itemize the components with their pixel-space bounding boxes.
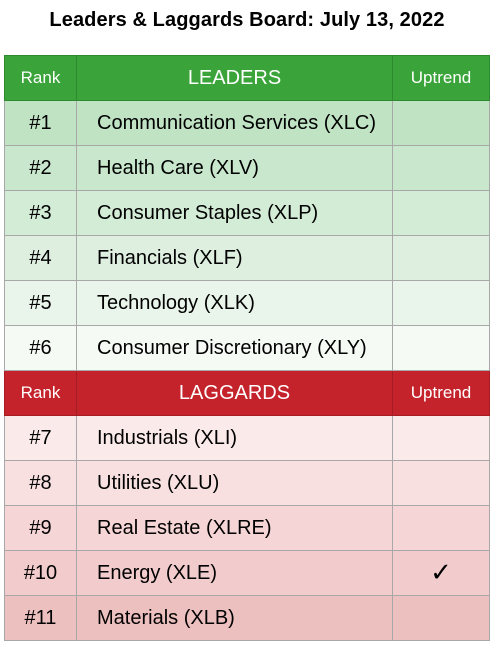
sector-cell: Financials (XLF) (76, 235, 393, 281)
sector-cell: Utilities (XLU) (76, 460, 393, 506)
uptrend-cell (392, 145, 490, 191)
board-title: Leaders & Laggards Board: July 13, 2022 (49, 9, 445, 31)
rank-cell: #11 (4, 595, 77, 641)
rank-cell: #3 (4, 190, 77, 236)
sector-cell: Communication Services (XLC) (76, 100, 393, 146)
sector-cell: Real Estate (XLRE) (76, 505, 393, 551)
table-row: #4 Financials (XLF) (4, 235, 490, 281)
uptrend-cell (392, 415, 490, 461)
table-row: #1 Communication Services (XLC) (4, 100, 490, 146)
table-row: #7 Industrials (XLI) (4, 415, 490, 461)
sector-cell: Consumer Staples (XLP) (76, 190, 393, 236)
uptrend-cell (392, 505, 490, 551)
sector-cell: Health Care (XLV) (76, 145, 393, 191)
sector-cell: Industrials (XLI) (76, 415, 393, 461)
rank-cell: #8 (4, 460, 77, 506)
table-row: #11 Materials (XLB) (4, 595, 490, 641)
table-row: #2 Health Care (XLV) (4, 145, 490, 191)
rank-cell: #4 (4, 235, 77, 281)
rank-cell: #2 (4, 145, 77, 191)
sector-cell: Consumer Discretionary (XLY) (76, 325, 393, 371)
rank-header: Rank (4, 370, 77, 416)
table-row: #8 Utilities (XLU) (4, 460, 490, 506)
rank-cell: #1 (4, 100, 77, 146)
sector-cell: Materials (XLB) (76, 595, 393, 641)
rank-cell: #6 (4, 325, 77, 371)
uptrend-cell (392, 190, 490, 236)
rank-cell: #7 (4, 415, 77, 461)
laggards-header-row: Rank LAGGARDS Uptrend (4, 370, 490, 416)
uptrend-cell (392, 595, 490, 641)
check-icon: ✓ (430, 556, 452, 587)
rank-header: Rank (4, 55, 77, 101)
table-row: #6 Consumer Discretionary (XLY) (4, 325, 490, 371)
rank-cell: #10 (4, 550, 77, 596)
laggards-header: LAGGARDS (76, 370, 393, 416)
uptrend-cell (392, 100, 490, 146)
sector-cell: Energy (XLE) (76, 550, 393, 596)
leaders-header: LEADERS (76, 55, 393, 101)
leaders-header-row: Rank LEADERS Uptrend (4, 55, 490, 101)
uptrend-cell (392, 235, 490, 281)
leaders-laggards-table: Rank LEADERS Uptrend #1 Communication Se… (4, 55, 490, 641)
uptrend-header: Uptrend (392, 55, 490, 101)
table-row: #5 Technology (XLK) (4, 280, 490, 326)
uptrend-cell (392, 325, 490, 371)
rank-cell: #5 (4, 280, 77, 326)
sector-cell: Technology (XLK) (76, 280, 393, 326)
uptrend-cell (392, 460, 490, 506)
uptrend-cell (392, 280, 490, 326)
table-row: #9 Real Estate (XLRE) (4, 505, 490, 551)
table-row: #3 Consumer Staples (XLP) (4, 190, 490, 236)
rank-cell: #9 (4, 505, 77, 551)
uptrend-header: Uptrend (392, 370, 490, 416)
table-row: #10 Energy (XLE) ✓ (4, 550, 490, 596)
